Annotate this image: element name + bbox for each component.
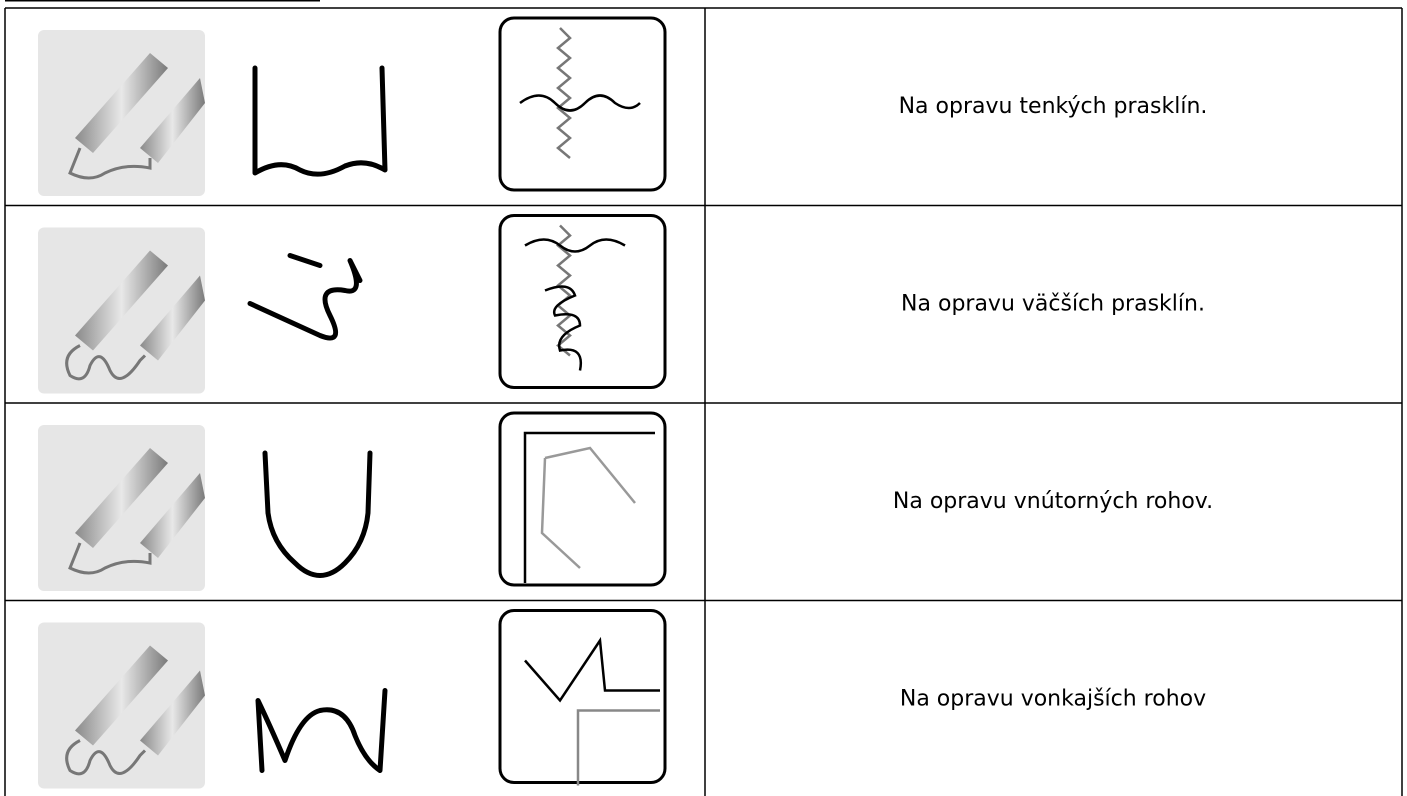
crack-line bbox=[540, 446, 636, 569]
table-row: Na opravu vonkajších rohov bbox=[5, 599, 1402, 789]
crack-line bbox=[524, 636, 660, 703]
crack-line bbox=[556, 27, 572, 159]
heating-rod bbox=[75, 645, 168, 746]
application-icon bbox=[498, 411, 667, 587]
staple-shape bbox=[255, 688, 388, 773]
crack-line bbox=[556, 224, 572, 357]
row-description: Na opravu vnútorných rohov. bbox=[893, 489, 1213, 514]
crack-line bbox=[524, 238, 626, 371]
application-icon bbox=[498, 16, 667, 192]
staple-wire bbox=[65, 739, 147, 776]
heating-rod bbox=[75, 53, 168, 153]
table-row: Na opravu väčších prasklín. bbox=[5, 204, 1402, 394]
table-row: Na opravu vnútorných rohov. bbox=[5, 402, 1402, 591]
heating-rod bbox=[140, 670, 205, 756]
staple-shape bbox=[252, 65, 388, 177]
heating-rod bbox=[75, 250, 168, 351]
heating-rod bbox=[75, 448, 168, 548]
crack-line bbox=[523, 431, 655, 583]
crack-line bbox=[576, 709, 660, 786]
row-description: Na opravu vonkajších rohov bbox=[900, 686, 1206, 711]
crack-line bbox=[519, 94, 641, 112]
application-icon bbox=[498, 214, 667, 389]
row-description: Na opravu tenkých prasklín. bbox=[899, 94, 1208, 119]
heating-rod bbox=[140, 78, 205, 163]
heating-rod bbox=[140, 473, 205, 558]
staple-wire bbox=[65, 344, 147, 381]
application-icon bbox=[498, 609, 667, 784]
table-row: Na opravu tenkých prasklín. bbox=[38, 16, 1208, 196]
staple-shape bbox=[247, 253, 363, 341]
heating-rod bbox=[140, 275, 205, 361]
row-description: Na opravu väčších prasklín. bbox=[901, 291, 1205, 316]
staple-shape bbox=[262, 450, 373, 578]
staple-wire bbox=[68, 147, 152, 180]
staple-wire bbox=[68, 542, 152, 575]
